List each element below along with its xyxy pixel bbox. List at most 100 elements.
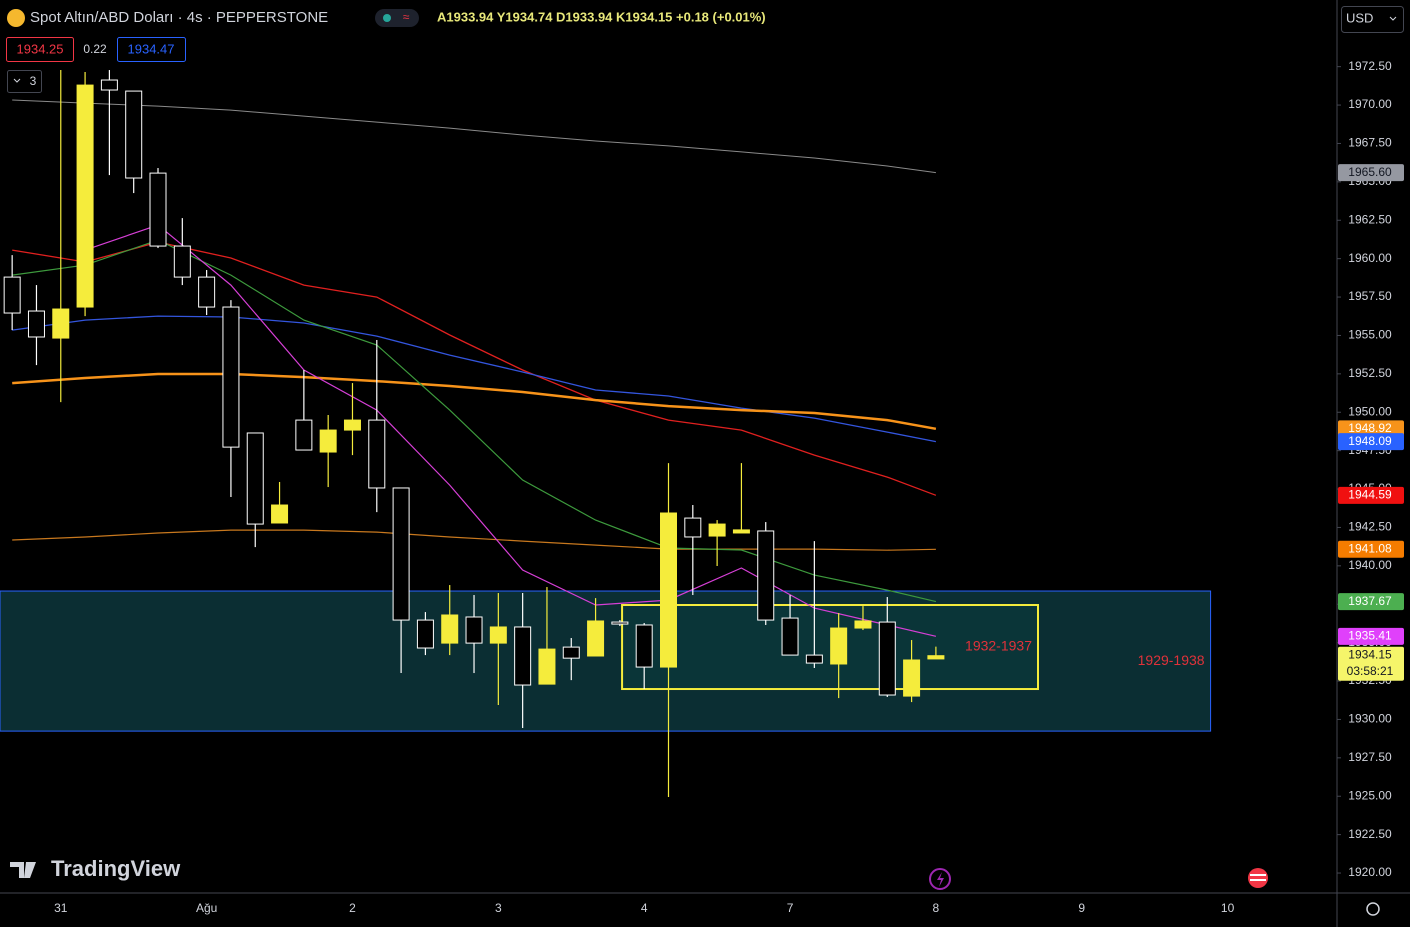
x-tick-label: 31 bbox=[54, 901, 68, 915]
candle-body bbox=[3, 276, 21, 314]
sell-price: 1934.25 bbox=[17, 41, 64, 56]
candle-body bbox=[319, 429, 337, 453]
y-tick-label: 1942.50 bbox=[1348, 520, 1392, 534]
price-tag-label: 1934.15 bbox=[1348, 647, 1392, 661]
moving-average bbox=[12, 372, 937, 431]
plot: 1929-1938 1932-1937 bbox=[0, 70, 1212, 798]
candle-body bbox=[295, 419, 313, 451]
candle-body bbox=[903, 659, 921, 697]
price-tag bbox=[1338, 433, 1404, 451]
y-tick-label: 1967.50 bbox=[1348, 136, 1392, 150]
moving-average bbox=[12, 315, 937, 443]
candle-body bbox=[125, 90, 143, 179]
buy-price: 1934.47 bbox=[128, 41, 175, 56]
candle-body bbox=[854, 620, 872, 629]
countdown: 03:58:21 bbox=[1347, 664, 1394, 678]
currency-select[interactable] bbox=[1341, 6, 1404, 33]
candle-body bbox=[927, 655, 945, 660]
price-tag bbox=[1338, 646, 1404, 681]
y-tick-label: 1972.50 bbox=[1348, 59, 1392, 73]
x-tick-label: Ağu bbox=[196, 901, 217, 915]
y-tick-label: 1957.50 bbox=[1348, 289, 1392, 303]
y-tick-label: 1940.00 bbox=[1348, 558, 1392, 572]
x-tick-label: 2 bbox=[349, 901, 356, 915]
x-tick-label: 7 bbox=[787, 901, 794, 915]
candle-body bbox=[708, 523, 726, 537]
zone-box bbox=[621, 604, 1039, 691]
price-tag-label: 1965.60 bbox=[1348, 165, 1392, 179]
indicators-toggle[interactable] bbox=[7, 70, 42, 93]
candle-body bbox=[52, 308, 70, 339]
candle-body bbox=[878, 621, 896, 696]
dropdown-icon bbox=[1389, 16, 1397, 21]
status-pill[interactable] bbox=[375, 9, 419, 27]
candle-body bbox=[76, 84, 94, 308]
candle-body bbox=[368, 419, 386, 489]
candle-body bbox=[514, 626, 532, 686]
price-tag bbox=[1338, 627, 1404, 645]
symbol-icon bbox=[7, 9, 25, 27]
zone-label: 1932-1937 bbox=[965, 638, 1032, 654]
y-tick-label: 1920.00 bbox=[1348, 865, 1392, 879]
y-tick-label: 1930.00 bbox=[1348, 712, 1392, 726]
buy-button[interactable] bbox=[117, 37, 186, 62]
candle-body bbox=[660, 512, 677, 668]
y-tick-label: 1925.00 bbox=[1348, 788, 1392, 802]
candle-body bbox=[173, 245, 191, 278]
y-tick-label: 1962.50 bbox=[1348, 212, 1392, 226]
x-tick-label: 3 bbox=[495, 901, 502, 915]
candle-body bbox=[222, 306, 240, 448]
candle-body bbox=[684, 517, 702, 538]
lightning-icon bbox=[937, 872, 944, 887]
x-tick-label: 10 bbox=[1221, 901, 1235, 915]
flag-icon[interactable] bbox=[1248, 868, 1268, 888]
symbol-title: Spot Altın/ABD Doları · 4s · PEPPERSTONE bbox=[30, 9, 328, 26]
moving-average bbox=[12, 239, 937, 603]
y-tick-label: 1922.50 bbox=[1348, 827, 1392, 841]
candle-body bbox=[465, 616, 483, 644]
y-tick-label: 1950.00 bbox=[1348, 404, 1392, 418]
candle-body bbox=[611, 621, 629, 625]
price-tag-label: 1941.08 bbox=[1348, 541, 1392, 555]
x-tick-label: 9 bbox=[1078, 901, 1085, 915]
price-tag-label: 1937.67 bbox=[1348, 594, 1392, 608]
candle-body bbox=[587, 620, 605, 657]
status-icon: ≈ bbox=[403, 10, 410, 24]
candle-body bbox=[198, 276, 216, 308]
candle-body bbox=[781, 617, 799, 656]
candle-body bbox=[343, 419, 361, 431]
settings-icon[interactable] bbox=[1366, 902, 1380, 916]
candle-body bbox=[830, 627, 848, 665]
zone-label: 1929-1938 bbox=[1138, 652, 1205, 668]
candle-body bbox=[757, 530, 775, 621]
indicators-count: 3 bbox=[30, 74, 37, 88]
sell-button[interactable] bbox=[6, 37, 74, 62]
events-icon[interactable] bbox=[929, 868, 951, 890]
chevron-icon bbox=[13, 78, 21, 83]
candle-body bbox=[805, 654, 823, 664]
candle-body bbox=[538, 648, 556, 685]
price-tag-label: 1944.59 bbox=[1348, 488, 1392, 502]
x-tick-label: 8 bbox=[933, 901, 940, 915]
y-tick-label: 1955.00 bbox=[1348, 328, 1392, 342]
y-tick-label: 1970.00 bbox=[1348, 97, 1392, 111]
axes: 1920.001922.501925.001927.501930.001932.… bbox=[54, 59, 1404, 915]
y-tick-label: 1927.50 bbox=[1348, 750, 1392, 764]
candle-body bbox=[416, 619, 434, 649]
candle-body bbox=[271, 504, 289, 524]
price-tag bbox=[1338, 593, 1404, 611]
candle-body bbox=[732, 529, 750, 534]
candle-body bbox=[149, 172, 167, 247]
spread: 0.22 bbox=[83, 42, 107, 56]
price-tag-label: 1948.09 bbox=[1348, 434, 1392, 448]
candle-body bbox=[27, 310, 45, 338]
ohlc: A1933.94 Y1934.74 D1933.94 K1934.15 +0.1… bbox=[437, 9, 766, 24]
flag-stripe bbox=[1250, 879, 1266, 881]
logo-text: TradingView bbox=[51, 856, 181, 881]
price-tag-label: 1948.92 bbox=[1348, 421, 1392, 435]
price-tag bbox=[1338, 164, 1404, 182]
candle-body bbox=[392, 487, 410, 621]
